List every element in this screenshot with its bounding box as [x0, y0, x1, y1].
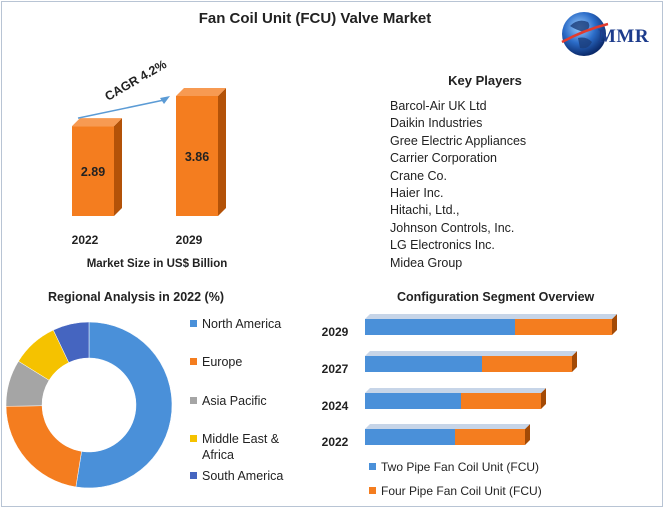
key-players-title: Key Players [448, 73, 522, 88]
market-bar-value-label: 2.89 [81, 165, 105, 179]
legend-label: Middle East & Africa [202, 432, 280, 462]
legend-label-four-pipe: Four Pipe Fan Coil Unit (FCU) [381, 484, 542, 498]
cagr-arrow-head [160, 96, 170, 104]
key-player-item: Midea Group [390, 255, 463, 270]
market-bar-side [114, 118, 122, 216]
config-bar-segment [461, 393, 541, 409]
legend-label: Asia Pacific [202, 394, 267, 408]
market-bar-value-label: 3.86 [185, 150, 209, 164]
key-player-item: Haier Inc. [390, 186, 444, 201]
cagr-arrow [77, 99, 165, 119]
legend-label: South America [202, 469, 284, 483]
market-year-label: 2022 [72, 233, 99, 247]
logo-text: MMR [598, 26, 650, 47]
config-bar-segment [365, 429, 455, 445]
key-players-list: Barcol-Air UK Ltd Daikin Industries Gree E… [390, 98, 526, 272]
market-year-label: 2029 [176, 233, 203, 247]
key-player-item: Johnson Controls, Inc. [390, 220, 515, 235]
config-bar-segment [365, 393, 461, 409]
legend-two-pipe: Two Pipe Fan Coil Unit (FCU) [369, 460, 539, 474]
config-bar-top [365, 388, 546, 393]
cagr-annotation: CAGR 4.2% [103, 57, 170, 104]
legend-swatch [190, 397, 197, 404]
config-year-label: 2022 [322, 435, 349, 449]
key-player-item: Carrier Corporation [390, 151, 497, 166]
market-bar-top [72, 118, 122, 127]
legend-label: North America [202, 317, 282, 331]
donut-slice-south-america [52, 321, 90, 363]
globe-logo-icon [561, 12, 609, 56]
regional-analysis-title: Regional Analysis in 2022 (%) [48, 290, 224, 304]
config-bar-side [612, 314, 617, 335]
config-bar-side [525, 424, 530, 445]
config-bar-side [541, 388, 546, 409]
config-bar-top [365, 351, 577, 356]
donut-slice-europe [5, 405, 82, 488]
key-player-item: Barcol-Air UK Ltd [390, 99, 487, 113]
config-bar-segment [515, 319, 612, 335]
config-year-label: 2029 [322, 325, 349, 339]
config-bar-segment [455, 429, 525, 445]
legend-swatch-two-pipe [369, 463, 376, 470]
market-bar-side [218, 88, 226, 216]
configuration-segment-title: Configuration Segment Overview [397, 290, 595, 304]
config-bar-side [572, 351, 577, 372]
key-player-item: Daikin Industries [390, 116, 483, 131]
legend-swatch [190, 320, 197, 327]
market-size-axis-label: Market Size in US$ Billion [87, 258, 228, 270]
config-bar-segment [365, 356, 482, 372]
key-player-item: Gree Electric Appliances [390, 133, 527, 148]
market-bar [72, 126, 114, 216]
page-title: Fan Coil Unit (FCU) Valve Market [198, 10, 432, 27]
market-bar [176, 96, 218, 216]
config-bar-top [365, 314, 617, 319]
legend-swatch [190, 472, 197, 479]
config-year-label: 2024 [322, 399, 349, 413]
config-bar-segment [365, 319, 515, 335]
key-player-item: Crane Co. [390, 168, 447, 183]
legend-swatch [190, 358, 197, 365]
legend-swatch-four-pipe [369, 487, 376, 494]
legend-swatch [190, 435, 197, 442]
config-year-label: 2027 [322, 362, 349, 376]
legend-label: Europe [202, 355, 243, 369]
key-player-item: LG Electronics Inc. [390, 238, 495, 253]
key-player-item: Hitachi, Ltd., [390, 203, 460, 218]
market-bar-top [176, 88, 226, 96]
legend-four-pipe: Four Pipe Fan Coil Unit (FCU) [369, 484, 542, 498]
config-bar-segment [482, 356, 572, 372]
legend-label-two-pipe: Two Pipe Fan Coil Unit (FCU) [381, 460, 540, 474]
donut-slice-north-america [75, 321, 173, 489]
config-bar-top [365, 424, 530, 429]
